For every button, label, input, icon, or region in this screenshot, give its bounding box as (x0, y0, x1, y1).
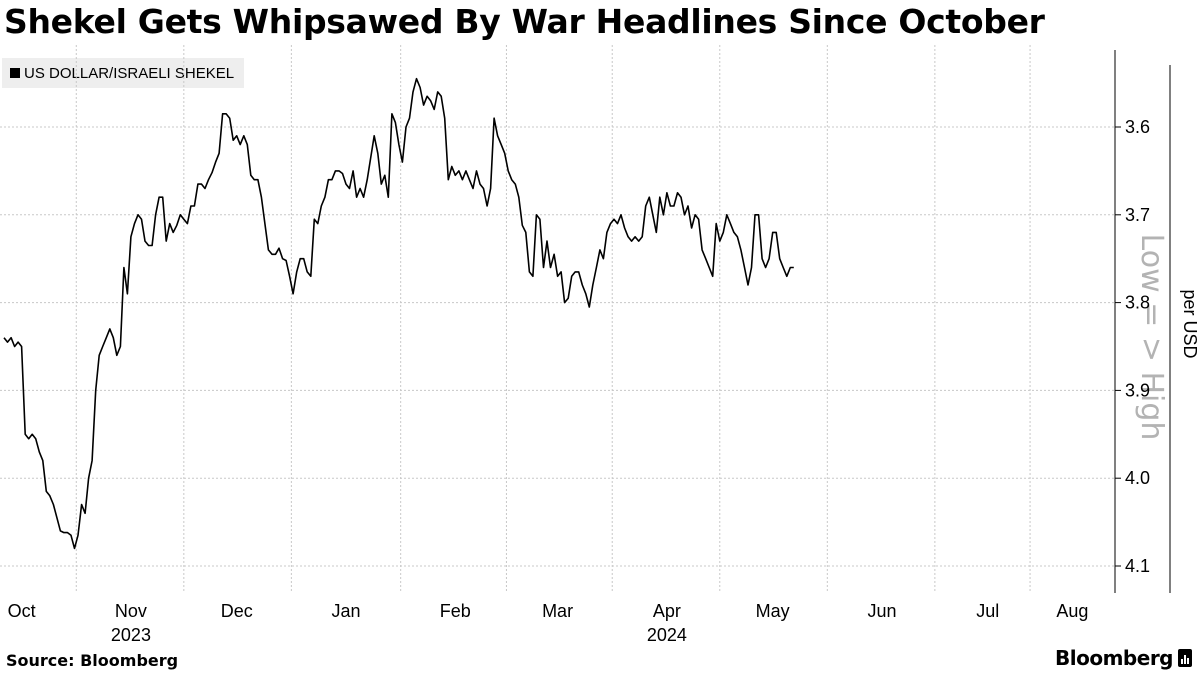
y-tick-label: 3.6 (1125, 117, 1150, 137)
x-tick-label-apr: Apr (653, 601, 681, 621)
y-tick-label: 3.8 (1125, 293, 1150, 313)
x-tick-label-dec: Dec (221, 601, 253, 621)
y-tick-label: 4.0 (1125, 468, 1150, 488)
y-axis-label: per USD (1180, 289, 1200, 358)
x-tick-label-may: May (756, 601, 790, 621)
brand-icon (1178, 649, 1192, 667)
x-tick-label-jan: Jan (332, 601, 361, 621)
x-tick-label-mar: Mar (542, 601, 573, 621)
x-tick-label-jun: Jun (867, 601, 896, 621)
x-tick-label-jul: Jul (976, 601, 999, 621)
x-tick-labels: Oct Nov Dec Jan Feb Mar Apr May Jun Jul Aug 2023 202… (8, 601, 1089, 645)
chart-legend: US DOLLAR/ISRAELI SHEKEL (2, 58, 245, 88)
x-tick-label-aug: Aug (1056, 601, 1088, 621)
brand-logo: Bloomberg (1055, 646, 1192, 670)
x-tick-label-feb: Feb (440, 601, 471, 621)
legend-swatch (10, 68, 20, 78)
source-note: Source: Bloomberg (6, 651, 179, 670)
x-year-label-2024: 2024 (647, 625, 687, 645)
x-tick-label-nov: Nov (115, 601, 147, 621)
x-year-label-2023: 2023 (111, 625, 151, 645)
brand-name: Bloomberg (1055, 646, 1173, 670)
axis-ticks (1115, 126, 1121, 567)
y-annotation-low-high: Low = > High (1134, 234, 1169, 441)
series-line-usd-ils (3, 77, 794, 550)
x-tick-label-oct: Oct (8, 601, 36, 621)
y-tick-labels: 3.6 3.7 3.8 3.9 4.0 4.1 (1125, 117, 1150, 576)
y-tick-label: 3.9 (1125, 380, 1150, 400)
grid-lines (0, 45, 1115, 593)
y-tick-label: 3.7 (1125, 205, 1150, 225)
chart-title: Shekel Gets Whipsawed By War Headlines S… (4, 2, 1045, 41)
y-tick-label: 4.1 (1125, 556, 1150, 576)
